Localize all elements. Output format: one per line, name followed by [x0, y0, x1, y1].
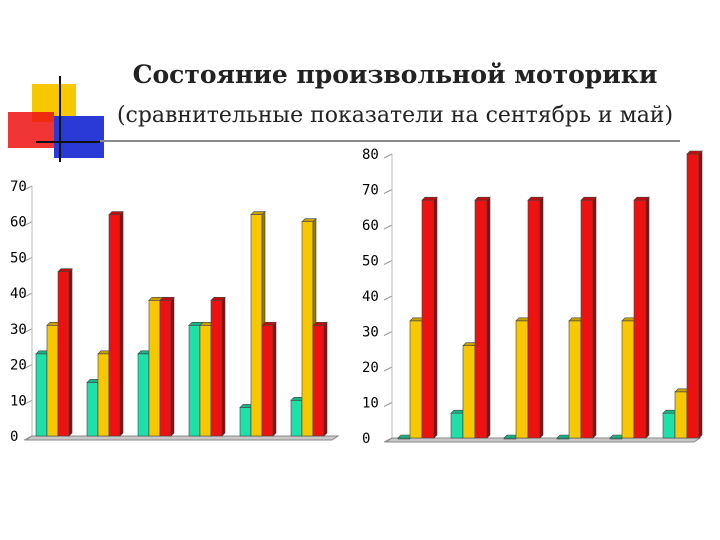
y-tick-label: 30 [10, 322, 27, 338]
y-tick-label: 0 [10, 429, 18, 445]
bar-red [312, 321, 328, 437]
chart-floor [384, 437, 702, 443]
bar-red [261, 321, 277, 437]
y-tick-label: 40 [10, 286, 27, 302]
bar-red [210, 296, 226, 437]
y-tick-mark [383, 224, 393, 230]
y-tick-label: 70 [10, 179, 27, 195]
y-tick-mark [383, 366, 393, 372]
slide-title: Состояние произвольной моторики [132, 60, 658, 89]
bar-red [580, 196, 597, 439]
y-tick-mark [383, 260, 393, 265]
y-tick-label: 40 [362, 289, 379, 305]
slide-subtitle: (сравнительные показатели на сентябрь и … [116, 103, 674, 128]
bar-red [474, 196, 491, 439]
y-tick-mark [23, 364, 33, 370]
y-tick-mark [23, 328, 33, 334]
y-tick-label: 20 [362, 360, 379, 376]
y-tick-label: 0 [362, 431, 370, 447]
y-tick-label: 50 [10, 250, 27, 266]
y-tick-label: 70 [362, 183, 379, 199]
y-tick-label: 60 [10, 215, 27, 231]
y-tick-mark [383, 189, 393, 194]
y-tick-mark [23, 221, 33, 227]
y-tick-label: 50 [362, 254, 379, 270]
bar-red [633, 196, 650, 439]
y-tick-mark [383, 331, 393, 336]
y-tick-mark [383, 153, 393, 159]
y-tick-mark [23, 185, 33, 191]
y-tick-label: 80 [362, 147, 379, 163]
bar-red [527, 196, 544, 439]
y-tick-label: 20 [10, 358, 27, 374]
y-tick-label: 30 [362, 325, 379, 341]
chart-floor [24, 435, 340, 441]
y-tick-mark [383, 402, 393, 407]
bar-red [159, 296, 175, 437]
bar-red [686, 150, 703, 439]
y-tick-mark [23, 256, 33, 262]
bar-red [108, 210, 124, 437]
bar-red [421, 196, 438, 439]
y-tick-mark [23, 292, 33, 298]
y-tick-mark [23, 399, 33, 405]
y-tick-mark [383, 295, 393, 301]
y-tick-label: 10 [10, 393, 27, 409]
y-tick-label: 10 [362, 396, 379, 412]
title-divider [100, 140, 680, 142]
decorative-logo [8, 76, 104, 162]
bar-red [57, 267, 73, 437]
y-tick-label: 60 [362, 218, 379, 234]
